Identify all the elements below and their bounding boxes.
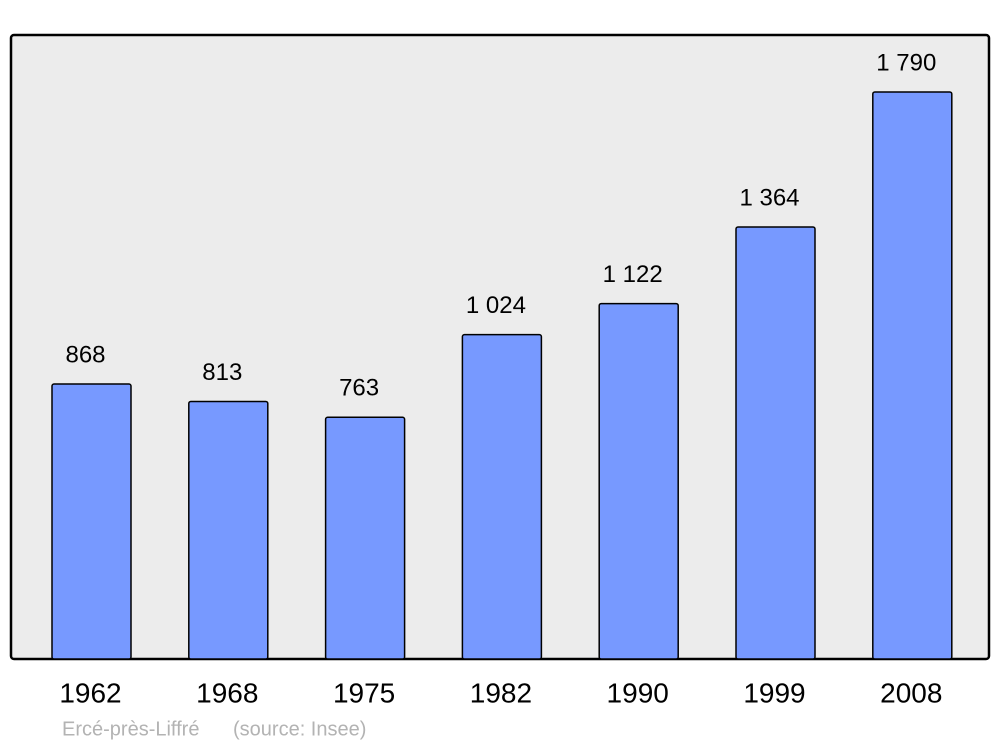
value-label: 868	[65, 341, 105, 368]
value-label: 813	[202, 359, 242, 386]
x-tick-label: 1975	[333, 677, 395, 708]
value-label: 763	[339, 375, 379, 402]
bar	[735, 226, 816, 660]
x-tick-label: 1999	[743, 677, 805, 708]
x-tick-label: 2008	[880, 677, 942, 708]
value-label: 1 122	[603, 261, 663, 288]
x-tick-label: 1968	[196, 677, 258, 708]
source-note: (source: Insee)	[233, 718, 366, 740]
bar	[188, 400, 269, 660]
bar	[324, 416, 406, 660]
value-label: 1 790	[876, 49, 936, 76]
value-label: 1 024	[466, 292, 526, 319]
x-tick-label: 1962	[59, 677, 121, 708]
bar	[872, 91, 953, 660]
bar	[598, 302, 679, 660]
bar	[51, 383, 132, 660]
value-label: 1 364	[739, 184, 799, 211]
chart-title: Ercé-près-Liffré	[62, 718, 199, 740]
x-tick-label: 1990	[607, 677, 669, 708]
x-tick-label: 1982	[470, 677, 532, 708]
bar	[461, 333, 543, 660]
